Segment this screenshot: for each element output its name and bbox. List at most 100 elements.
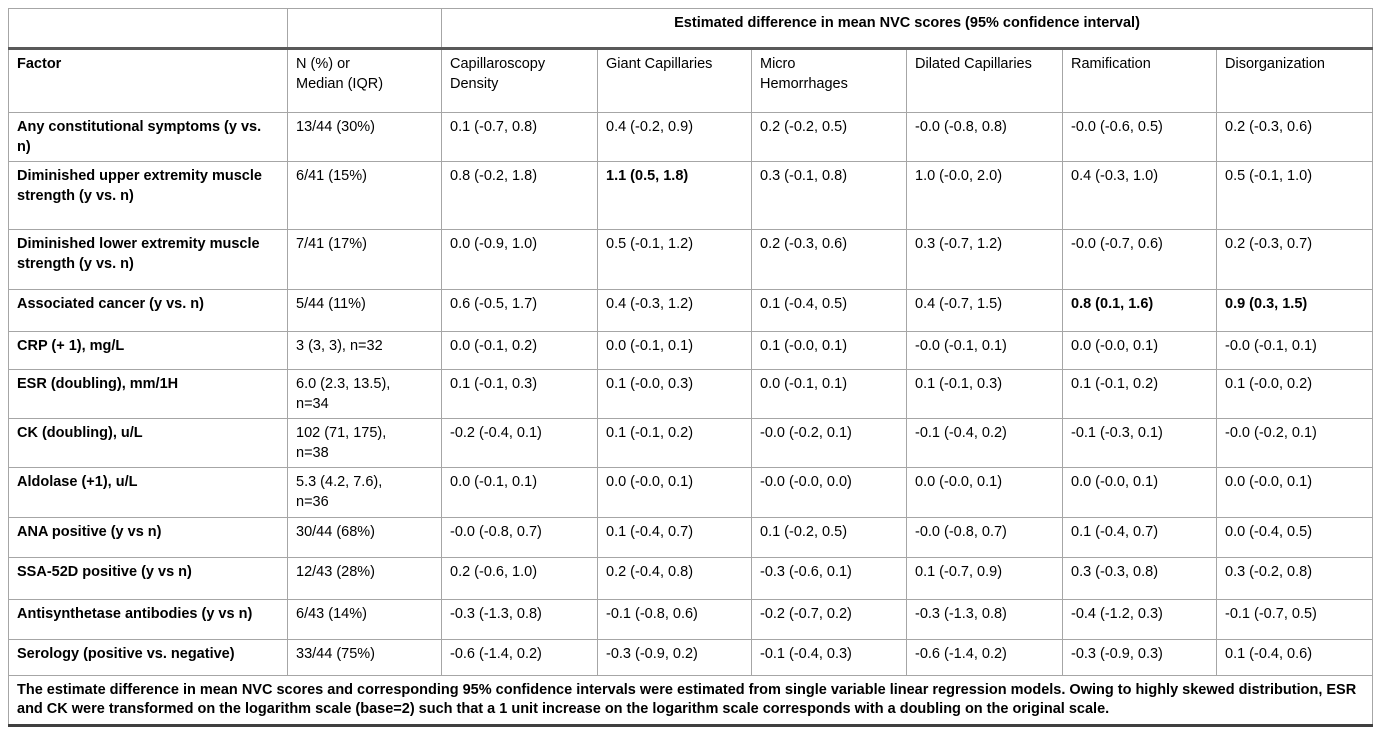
estimate-cell: 0.4 (-0.3, 1.2) — [597, 289, 752, 333]
estimate-cell: -0.3 (-0.6, 0.1) — [751, 556, 907, 600]
estimate-cell: -0.0 (-0.1, 0.1) — [906, 331, 1063, 371]
column-header-giant-capillaries: Giant Capillaries — [597, 48, 752, 113]
estimate-cell: 0.1 (-0.1, 0.2) — [597, 418, 752, 469]
column-header-disorganization: Disorganization — [1215, 48, 1374, 113]
estimate-cell: 0.2 (-0.3, 0.7) — [1215, 229, 1374, 291]
column-header-ramification: Ramification — [1062, 48, 1217, 113]
estimate-cell: -0.0 (-0.8, 0.8) — [906, 111, 1063, 163]
estimate-cell: 0.1 (-0.4, 0.7) — [597, 516, 752, 558]
factor-cell: SSA-52D positive (y vs n) — [8, 556, 288, 600]
estimate-cell: -0.0 (-0.8, 0.7) — [441, 516, 598, 558]
table-body: Any constitutional symptoms (y vs. n) 13/… — [8, 111, 1374, 676]
estimate-cell: -0.3 (-0.9, 0.3) — [1062, 638, 1217, 676]
estimate-cell: 0.8 (-0.2, 1.8) — [441, 161, 598, 231]
n-median-cell: 3 (3, 3), n=32 — [287, 331, 442, 371]
estimate-cell: 0.1 (-0.4, 0.5) — [751, 289, 907, 333]
nvc-results-table: Estimated difference in mean NVC scores … — [7, 8, 1374, 727]
estimate-cell: 0.1 (-0.1, 0.3) — [441, 369, 598, 420]
column-header-capillaroscopy-density: Capillaroscopy Density — [441, 48, 598, 113]
estimate-cell: 0.1 (-0.0, 0.3) — [597, 369, 752, 420]
estimate-cell: -0.4 (-1.2, 0.3) — [1062, 598, 1217, 640]
estimate-cell: -0.6 (-1.4, 0.2) — [441, 638, 598, 676]
estimate-cell: 0.1 (-0.0, 0.1) — [751, 331, 907, 371]
table-row: CK (doubling), u/L 102 (71, 175), n=38 -0.… — [8, 418, 1374, 469]
estimate-cell: 0.2 (-0.4, 0.8) — [597, 556, 752, 600]
table-row: Serology (positive vs. negative) 33/44 (7… — [8, 638, 1374, 676]
estimate-cell: 0.5 (-0.1, 1.2) — [597, 229, 752, 291]
estimate-cell: -0.1 (-0.8, 0.6) — [597, 598, 752, 640]
estimate-cell: -0.3 (-1.3, 0.8) — [906, 598, 1063, 640]
estimate-cell: 0.9 (0.3, 1.5) — [1215, 289, 1374, 333]
factor-cell: CRP (+ 1), mg/L — [8, 331, 288, 371]
estimate-cell: -0.0 (-0.0, 0.0) — [751, 467, 907, 518]
table-row: Diminished lower extremity muscle streng… — [8, 229, 1374, 291]
estimate-cell: 0.2 (-0.6, 1.0) — [441, 556, 598, 600]
n-median-cell: 13/44 (30%) — [287, 111, 442, 163]
estimate-cell: -0.1 (-0.4, 0.3) — [751, 638, 907, 676]
estimate-cell: 0.8 (0.1, 1.6) — [1062, 289, 1217, 333]
estimate-cell: 0.3 (-0.1, 0.8) — [751, 161, 907, 231]
estimate-cell: 0.4 (-0.2, 0.9) — [597, 111, 752, 163]
estimate-cell: -0.0 (-0.2, 0.1) — [1215, 418, 1374, 469]
column-header-factor: Factor — [8, 48, 288, 113]
estimate-cell: -0.1 (-0.3, 0.1) — [1062, 418, 1217, 469]
estimate-cell: 0.0 (-0.4, 0.5) — [1215, 516, 1374, 558]
estimate-cell: 0.0 (-0.1, 0.1) — [441, 467, 598, 518]
factor-cell: Associated cancer (y vs. n) — [8, 289, 288, 333]
table-row: Diminished upper extremity muscle streng… — [8, 161, 1374, 231]
estimate-cell: 0.3 (-0.2, 0.8) — [1215, 556, 1374, 600]
estimate-cell: 0.0 (-0.0, 0.1) — [1062, 331, 1217, 371]
estimate-cell: 0.1 (-0.1, 0.3) — [906, 369, 1063, 420]
column-header-micro-hemorrhages: Micro Hemorrhages — [751, 48, 907, 113]
estimate-cell: 0.5 (-0.1, 1.0) — [1215, 161, 1374, 231]
n-median-cell: 102 (71, 175), n=38 — [287, 418, 442, 469]
table-row: SSA-52D positive (y vs n) 12/43 (28%) 0.2 … — [8, 556, 1374, 600]
estimate-cell: 0.1 (-0.1, 0.2) — [1062, 369, 1217, 420]
table-row: Antisynthetase antibodies (y vs n) 6/43 (… — [8, 598, 1374, 640]
table-row: ESR (doubling), mm/1H 6.0 (2.3, 13.5), n=… — [8, 369, 1374, 420]
table-row: Any constitutional symptoms (y vs. n) 13/… — [8, 111, 1374, 163]
estimate-cell: 0.0 (-0.0, 0.1) — [1062, 467, 1217, 518]
estimate-cell: 0.2 (-0.3, 0.6) — [751, 229, 907, 291]
estimate-cell: 0.0 (-0.1, 0.2) — [441, 331, 598, 371]
estimate-cell: 0.0 (-0.0, 0.1) — [906, 467, 1063, 518]
empty-header-cell — [287, 8, 442, 50]
estimate-cell: -0.3 (-0.9, 0.2) — [597, 638, 752, 676]
estimate-cell: 0.1 (-0.0, 0.2) — [1215, 369, 1374, 420]
estimate-cell: 0.6 (-0.5, 1.7) — [441, 289, 598, 333]
factor-cell: Serology (positive vs. negative) — [8, 638, 288, 676]
factor-cell: CK (doubling), u/L — [8, 418, 288, 469]
spanner-header: Estimated difference in mean NVC scores … — [440, 8, 1374, 50]
estimate-cell: 0.1 (-0.7, 0.9) — [906, 556, 1063, 600]
estimate-cell: -0.1 (-0.7, 0.5) — [1215, 598, 1374, 640]
factor-cell: Aldolase (+1), u/L — [8, 467, 288, 518]
factor-cell: ESR (doubling), mm/1H — [8, 369, 288, 420]
column-header-row: Factor N (%) or Median (IQR) Capillarosc… — [8, 48, 1374, 113]
n-median-cell: 6/41 (15%) — [287, 161, 442, 231]
estimate-cell: 0.0 (-0.1, 0.1) — [597, 331, 752, 371]
table-row: CRP (+ 1), mg/L 3 (3, 3), n=32 0.0 (-0.1, … — [8, 331, 1374, 371]
factor-cell: Antisynthetase antibodies (y vs n) — [8, 598, 288, 640]
estimate-cell: 0.2 (-0.3, 0.6) — [1215, 111, 1374, 163]
table-row: ANA positive (y vs n) 30/44 (68%) -0.0 (-0… — [8, 516, 1374, 558]
estimate-cell: 1.1 (0.5, 1.8) — [597, 161, 752, 231]
estimate-cell: -0.3 (-1.3, 0.8) — [441, 598, 598, 640]
estimate-cell: 0.0 (-0.9, 1.0) — [441, 229, 598, 291]
empty-header-cell — [8, 8, 288, 50]
estimate-cell: 0.1 (-0.4, 0.6) — [1215, 638, 1374, 676]
n-median-cell: 7/41 (17%) — [287, 229, 442, 291]
estimate-cell: -0.6 (-1.4, 0.2) — [906, 638, 1063, 676]
estimate-cell: -0.0 (-0.1, 0.1) — [1215, 331, 1374, 371]
n-median-cell: 6/43 (14%) — [287, 598, 442, 640]
factor-cell: ANA positive (y vs n) — [8, 516, 288, 558]
estimate-cell: 0.3 (-0.7, 1.2) — [906, 229, 1063, 291]
estimate-cell: 0.2 (-0.2, 0.5) — [751, 111, 907, 163]
estimate-cell: -0.0 (-0.6, 0.5) — [1062, 111, 1217, 163]
n-median-cell: 5.3 (4.2, 7.6), n=36 — [287, 467, 442, 518]
n-median-cell: 30/44 (68%) — [287, 516, 442, 558]
estimate-cell: -0.1 (-0.4, 0.2) — [906, 418, 1063, 469]
column-header-dilated-capillaries: Dilated Capillaries — [906, 48, 1063, 113]
factor-cell: Diminished upper extremity muscle streng… — [8, 161, 288, 231]
estimate-cell: -0.2 (-0.7, 0.2) — [751, 598, 907, 640]
n-median-cell: 5/44 (11%) — [287, 289, 442, 333]
